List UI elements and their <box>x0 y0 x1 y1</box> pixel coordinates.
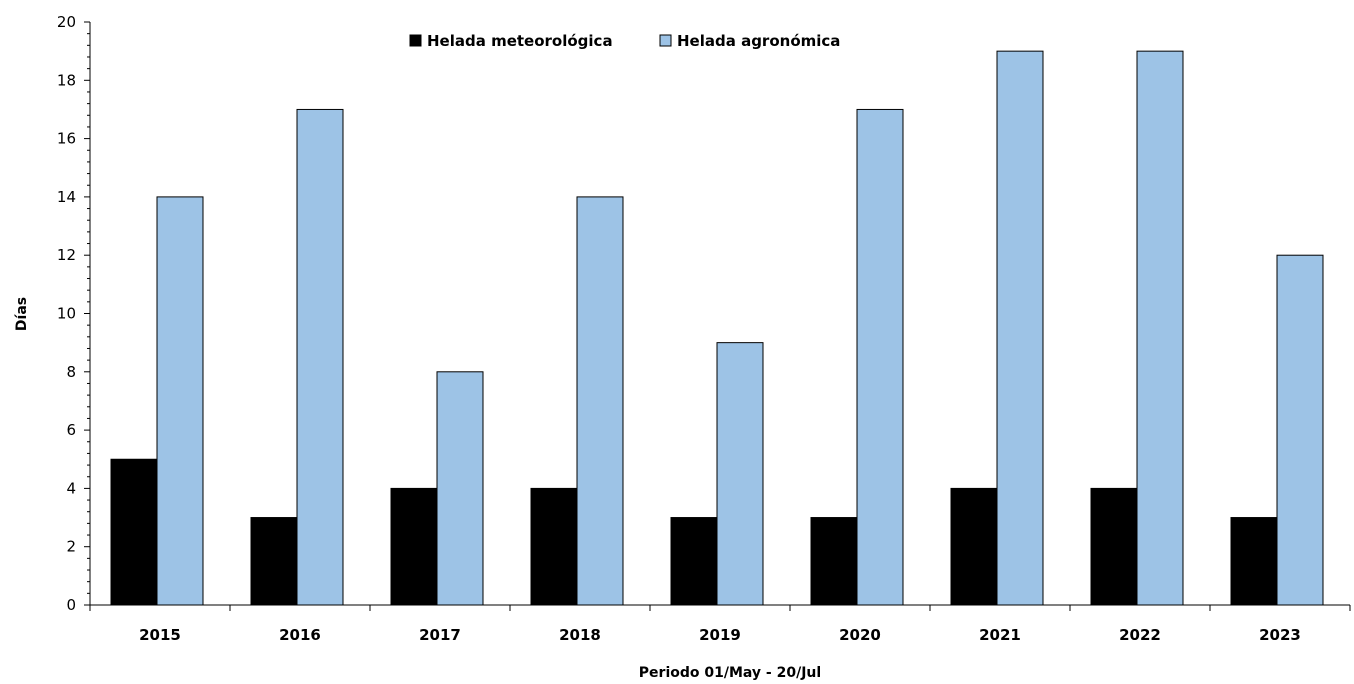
y-tick-label: 10 <box>57 305 76 323</box>
bar-meteorologica-2015 <box>110 458 158 606</box>
legend-label-agronomic: Helada agronómica <box>677 32 840 50</box>
bar-agronomica-2023 <box>1276 254 1324 606</box>
bar-meteorologica-2019 <box>670 517 718 606</box>
x-tick-label: 2021 <box>979 626 1021 644</box>
bar-meteorologica-2020 <box>810 517 858 606</box>
x-tick-label: 2023 <box>1259 626 1301 644</box>
y-tick-label: 8 <box>66 363 76 381</box>
bar-meteorologica-2021 <box>950 487 998 606</box>
y-axis-ticks: 0 2 4 6 8 10 12 14 16 18 20 <box>57 13 91 614</box>
x-tick-label: 2020 <box>839 626 881 644</box>
bar-agronomica-2018 <box>576 196 624 606</box>
bar-agronomica-2022 <box>1136 50 1184 606</box>
legend-swatch-agronomic <box>659 34 672 47</box>
legend-swatch-meteorological <box>409 34 422 47</box>
bar-meteorologica-2022 <box>1090 487 1138 606</box>
bar-meteorologica-2017 <box>390 487 438 606</box>
x-tick-label: 2017 <box>419 626 461 644</box>
bar-agronomica-2015 <box>156 196 204 606</box>
y-tick-label: 20 <box>57 13 76 31</box>
bar-meteorologica-2023 <box>1230 517 1278 606</box>
y-tick-label: 0 <box>66 596 76 614</box>
bar-meteorologica-2016 <box>250 517 298 606</box>
y-tick-label: 2 <box>66 538 76 556</box>
x-tick-label: 2022 <box>1119 626 1161 644</box>
x-tick-label: 2019 <box>699 626 741 644</box>
bar-meteorologica-2018 <box>530 487 578 606</box>
bar-agronomica-2016 <box>296 108 344 606</box>
y-tick-label: 12 <box>57 246 76 264</box>
y-tick-label: 6 <box>66 421 76 439</box>
bars <box>110 50 1324 606</box>
bar-agronomica-2019 <box>716 342 764 606</box>
bar-agronomica-2020 <box>856 108 904 606</box>
bar-agronomica-2017 <box>436 371 484 606</box>
y-tick-label: 16 <box>57 130 76 148</box>
x-axis: 2015 2016 2017 2018 2019 2020 2021 2022 2023 <box>89 604 1351 644</box>
y-tick-label: 18 <box>57 71 76 89</box>
bar-agronomica-2021 <box>996 50 1044 606</box>
legend: Helada meteorológica Helada agronómica <box>409 32 840 50</box>
y-axis-title: Días <box>14 297 30 331</box>
x-tick-label: 2018 <box>559 626 601 644</box>
x-axis-title: Periodo 01/May - 20/Jul <box>639 665 821 681</box>
x-tick-label: 2015 <box>139 626 181 644</box>
x-tick-label: 2016 <box>279 626 321 644</box>
y-tick-label: 14 <box>57 188 76 206</box>
legend-label-meteorological: Helada meteorológica <box>427 32 613 50</box>
y-tick-label: 4 <box>66 479 76 497</box>
